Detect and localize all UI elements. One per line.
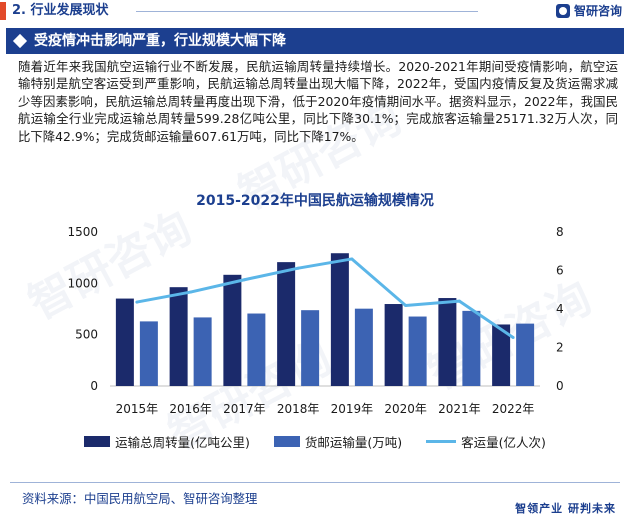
legend-swatch-series1 <box>84 436 111 447</box>
x-tick-label: 2020年 <box>384 402 427 416</box>
legend-swatch-series3 <box>426 440 457 443</box>
section-label: 2. 行业发展现状 <box>12 3 109 18</box>
bar-cargo-mail <box>193 317 212 386</box>
y-right-tick-label: 0 <box>556 379 564 393</box>
legend-label: 客运量(亿人次) <box>461 435 546 450</box>
x-tick-label: 2016年 <box>169 402 212 416</box>
bar-cargo-mail <box>301 310 320 386</box>
line-point-passenger-volume <box>135 300 139 304</box>
bar-transport-turnover <box>384 304 403 386</box>
x-tick-label: 2019年 <box>331 402 374 416</box>
legend-item: 客运量(亿人次) <box>426 432 546 451</box>
y-right-tick-label: 2 <box>556 341 564 355</box>
bar-cargo-mail <box>516 323 535 386</box>
legend-swatch-series2 <box>273 436 300 447</box>
bar-transport-turnover <box>492 324 511 386</box>
bar-cargo-mail <box>247 313 266 386</box>
y-left-tick-label: 500 <box>75 328 98 342</box>
bar-cargo-mail <box>408 316 427 386</box>
y-left-tick-label: 0 <box>90 379 98 393</box>
legend-label: 货邮运输量(万吨) <box>304 435 403 450</box>
body-paragraph: 随着近年来我国航空运输行业不断发展，民航运输周转量持续增长。2020-2021年… <box>18 59 618 144</box>
line-passenger-volume <box>136 257 514 339</box>
bar-transport-turnover <box>330 253 349 386</box>
legend-label: 运输总周转量(亿吨公里) <box>115 435 250 450</box>
x-tick-label: 2015年 <box>116 402 159 416</box>
header-rule <box>136 11 478 12</box>
x-tick-label: 2017年 <box>223 402 266 416</box>
footer-divider <box>10 482 620 483</box>
line-point-passenger-volume <box>404 304 408 308</box>
brand-logo-icon <box>555 3 570 18</box>
x-tick-label: 2021年 <box>438 402 481 416</box>
brand-name: 智研咨询 <box>573 4 622 18</box>
bar-transport-turnover <box>169 287 188 386</box>
bar-cargo-mail <box>354 308 373 386</box>
header-accent-bar <box>0 2 6 20</box>
headline-banner: 受疫情冲击影响严重，行业规模大幅下降 <box>6 28 624 54</box>
chart-legend: 运输总周转量(亿吨公里) 货邮运输量(万吨) 客运量(亿人次) <box>0 432 630 451</box>
source-note: 资料来源：中国民用航空局、智研咨询整理 <box>22 491 258 506</box>
line-point-passenger-volume <box>296 266 300 270</box>
top-header: 2. 行业发展现状 智研咨询 <box>0 0 630 24</box>
line-point-passenger-volume <box>242 278 246 282</box>
brand: 智研咨询 <box>555 2 622 19</box>
line-point-passenger-volume <box>350 257 354 261</box>
x-tick-label: 2018年 <box>277 402 320 416</box>
bar-cargo-mail <box>139 321 158 386</box>
bar-transport-turnover <box>115 298 134 386</box>
y-left-tick-label: 1000 <box>67 276 98 290</box>
chart-title: 2015-2022年中国民航运输规模情况 <box>196 193 434 209</box>
y-right-tick-label: 6 <box>556 264 564 278</box>
line-point-passenger-volume <box>511 335 515 339</box>
x-tick-label: 2022年 <box>492 402 535 416</box>
bar-transport-turnover <box>277 262 296 386</box>
footer-brand: 智领产业 研判未来 <box>515 502 616 515</box>
headline-text: 受疫情冲击影响严重，行业规模大幅下降 <box>34 33 286 49</box>
y-right-tick-label: 4 <box>556 302 564 316</box>
y-left-tick-label: 1500 <box>67 225 98 239</box>
legend-item: 货邮运输量(万吨) <box>273 432 403 451</box>
bar-transport-turnover <box>223 274 242 386</box>
y-right-tick-label: 8 <box>556 225 564 239</box>
line-point-passenger-volume <box>189 290 193 294</box>
bar-transport-turnover <box>438 298 457 386</box>
bar-cargo-mail <box>462 310 481 386</box>
legend-item: 运输总周转量(亿吨公里) <box>84 432 250 451</box>
line-point-passenger-volume <box>457 299 461 303</box>
